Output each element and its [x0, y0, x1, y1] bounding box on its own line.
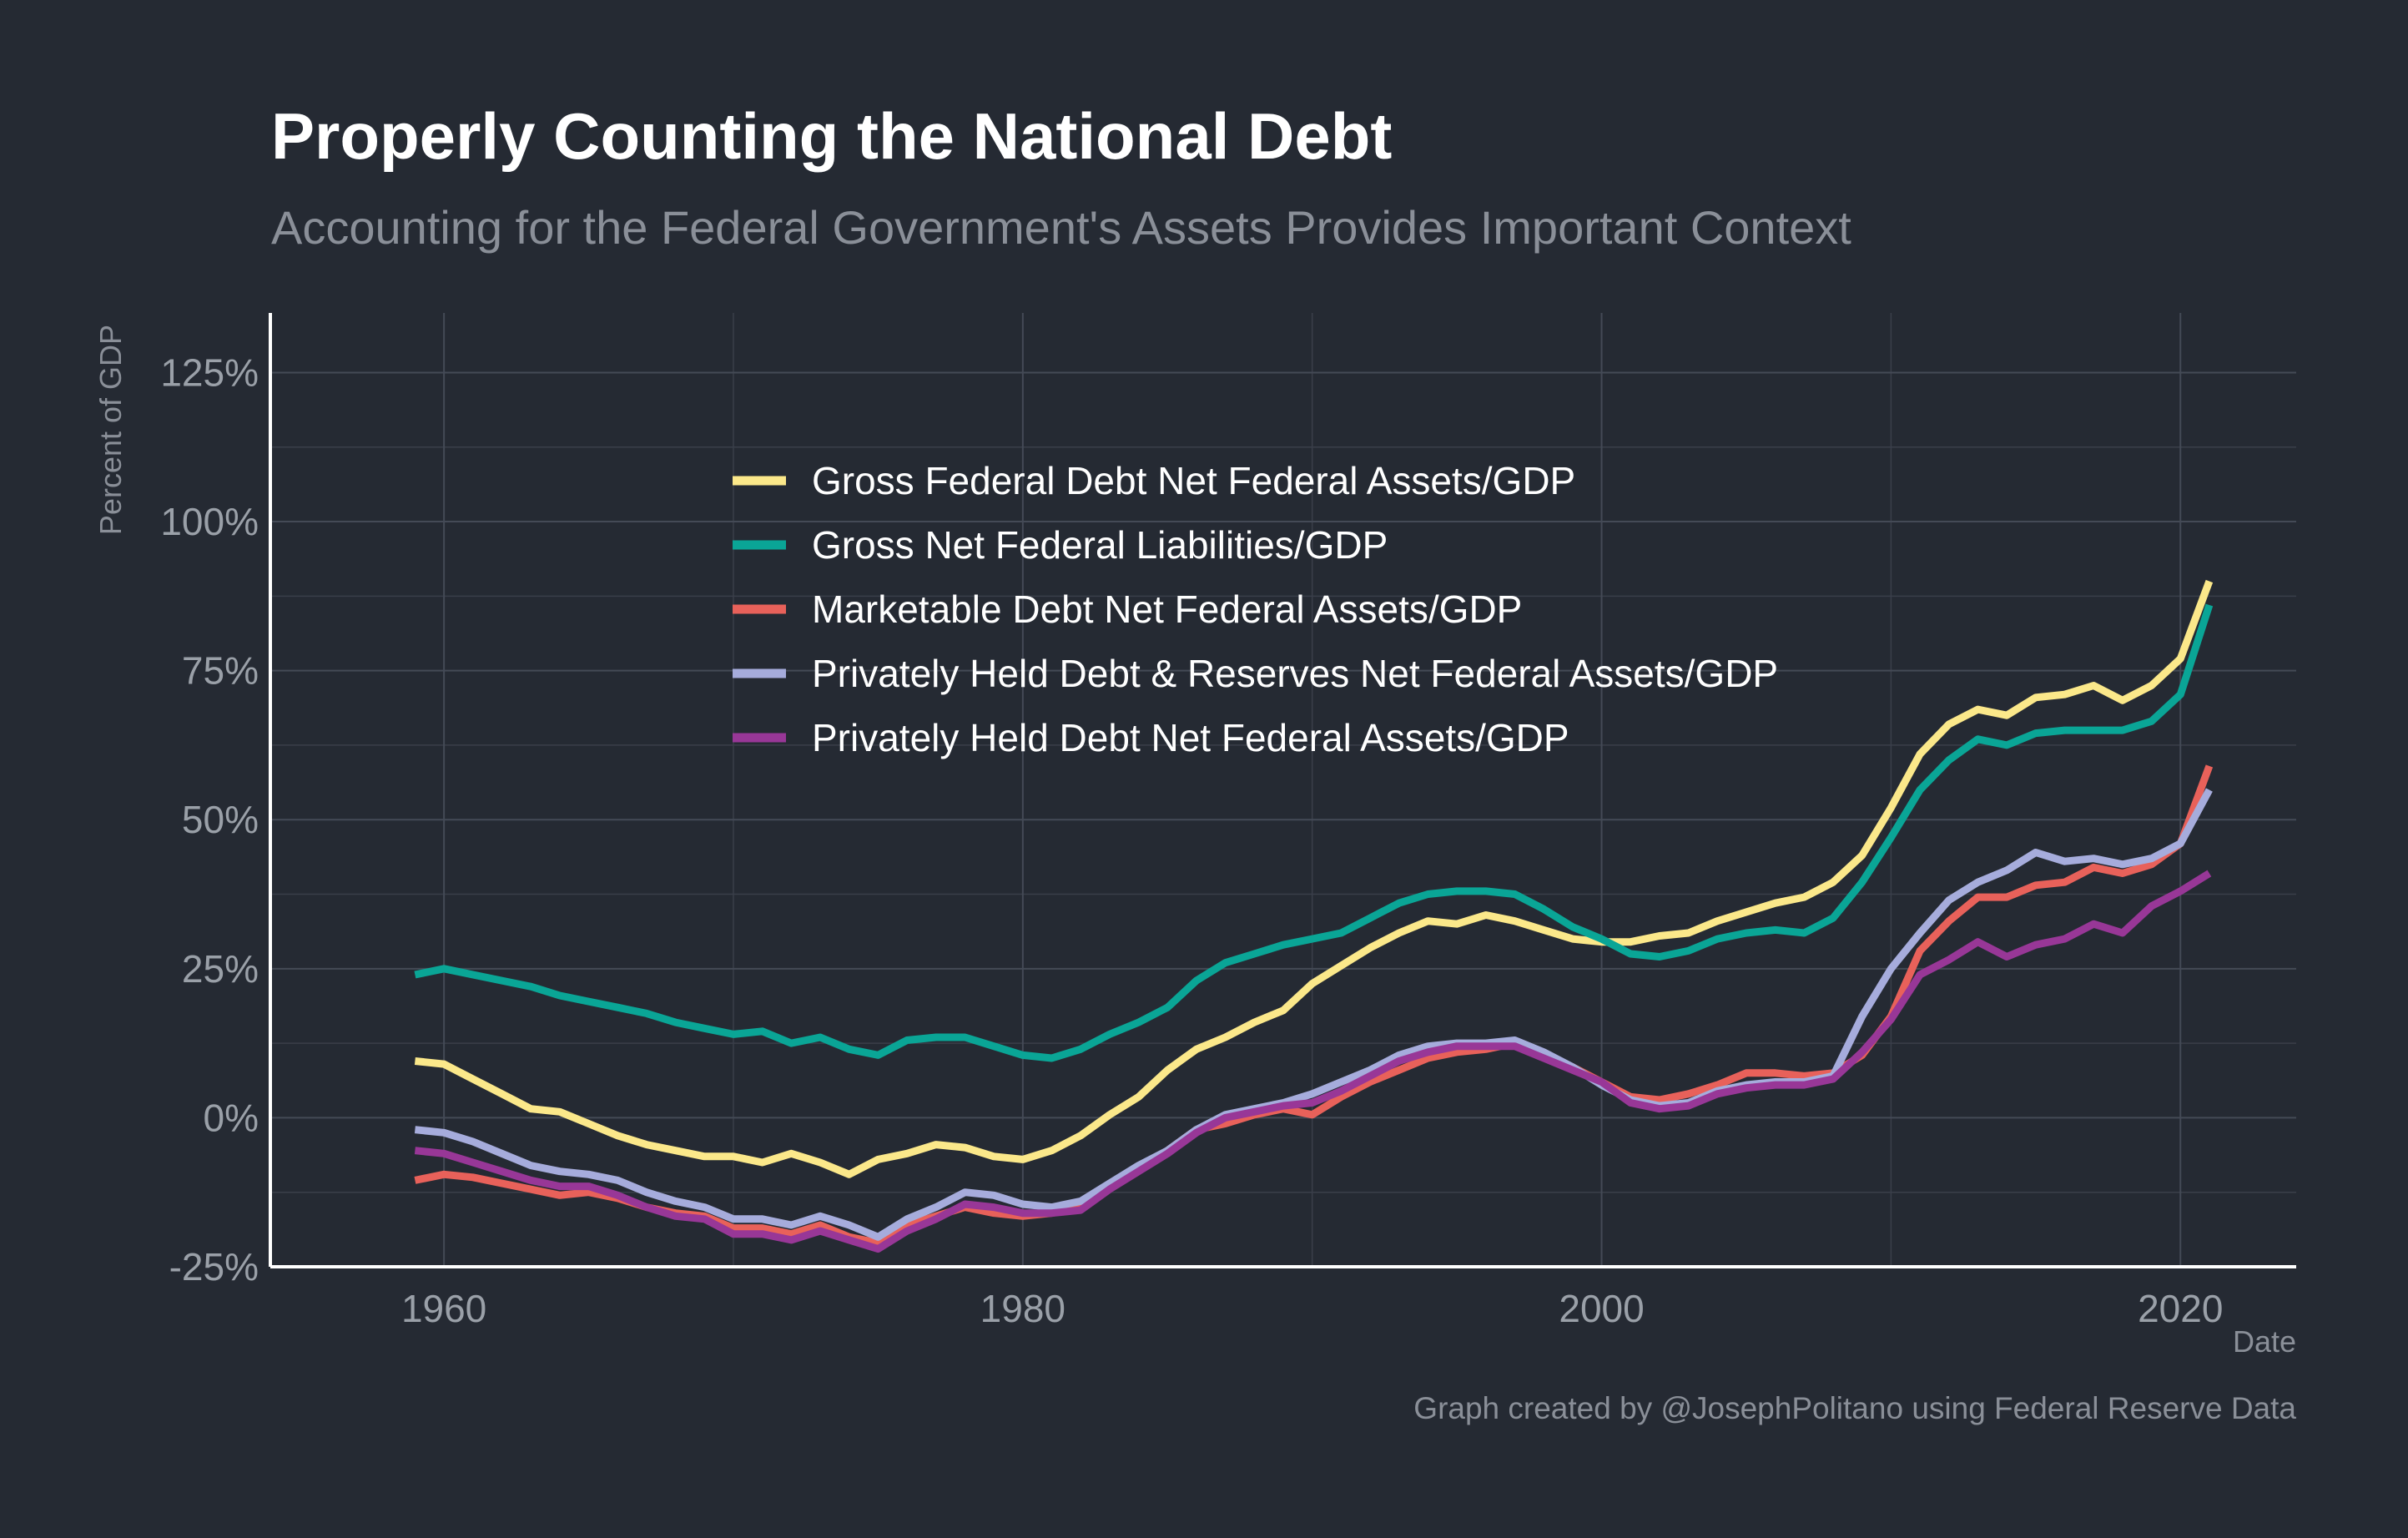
y-tick-label: 0% — [204, 1096, 259, 1139]
legend-label-4: Privately Held Debt & Reserves Net Feder… — [812, 652, 1778, 695]
y-tick-label: -25% — [169, 1245, 259, 1288]
y-tick-label: 125% — [160, 350, 259, 394]
y-tick-label: 100% — [160, 500, 259, 543]
y-tick-label: 50% — [182, 798, 259, 841]
x-tick-label: 1980 — [980, 1287, 1065, 1330]
legend-label-5: Privately Held Debt Net Federal Assets/G… — [812, 716, 1569, 759]
x-axis-title: Date — [2233, 1324, 2296, 1359]
y-tick-label: 75% — [182, 649, 259, 693]
chart-title: Properly Counting the National Debt — [271, 99, 1392, 173]
legend: Gross Federal Debt Net Federal Assets/GD… — [733, 459, 1778, 759]
series-line-4 — [414, 788, 2213, 1241]
x-tick-label: 1960 — [401, 1287, 486, 1330]
legend-label-1: Gross Federal Debt Net Federal Assets/GD… — [812, 459, 1575, 502]
y-tick-label: 25% — [182, 947, 259, 991]
series-line-5 — [414, 870, 2212, 1253]
axes: -25% 0% 25% 50% 75% 100% 125% 1960 1980 2000 2020 — [160, 313, 2296, 1330]
x-tick-label: 2020 — [2138, 1287, 2223, 1330]
series-line-2 — [414, 603, 2214, 1062]
series-lines — [414, 579, 2214, 1253]
legend-label-3: Marketable Debt Net Federal Assets/GDP — [812, 587, 1522, 631]
x-tick-label: 2000 — [1559, 1287, 1644, 1330]
y-axis-title: Percent of GDP — [93, 325, 128, 535]
chart-subtitle: Accounting for the Federal Government's … — [271, 201, 1851, 254]
chart-caption: Graph created by @JosephPolitano using F… — [1413, 1391, 2296, 1425]
legend-label-2: Gross Net Federal Liabilities/GDP — [812, 523, 1388, 567]
series-line-1 — [414, 579, 2214, 1178]
